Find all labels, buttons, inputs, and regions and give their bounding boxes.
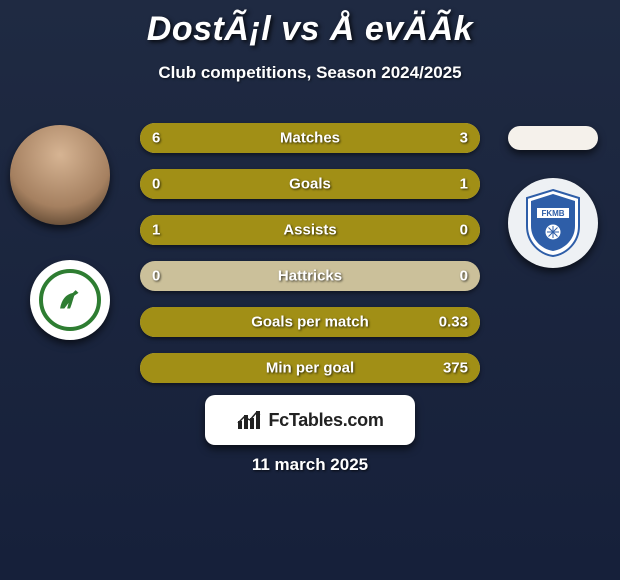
page-title: DostÃ¡l vs Å evÄÃ­k <box>0 0 620 49</box>
stat-row: Goals per match 0.33 <box>140 307 480 337</box>
kangaroo-icon <box>39 269 101 331</box>
chart-icon <box>236 409 262 431</box>
stat-label: Matches <box>280 130 340 147</box>
logo-text: FcTables.com <box>268 410 383 431</box>
stat-right-value: 3 <box>460 130 468 147</box>
svg-text:FKMB: FKMB <box>541 209 564 218</box>
stat-row: 0 Hattricks 0 <box>140 261 480 291</box>
stat-right-value: 375 <box>443 360 468 377</box>
comparison-infographic: DostÃ¡l vs Å evÄÃ­k Club competitions, S… <box>0 0 620 580</box>
stat-right-value: 1 <box>460 176 468 193</box>
stat-left-value: 1 <box>152 222 160 239</box>
stat-left-value: 0 <box>152 176 160 193</box>
shield-icon: FKMB <box>523 188 583 258</box>
stat-row: 6 Matches 3 <box>140 123 480 153</box>
stat-right-value: 0.33 <box>439 314 468 331</box>
stat-label: Goals <box>289 176 331 193</box>
footer-date: 11 march 2025 <box>0 455 620 475</box>
stat-right-value: 0 <box>460 268 468 285</box>
player-right-avatar <box>508 126 598 150</box>
player-left-avatar <box>10 125 110 225</box>
stat-label: Goals per match <box>251 314 369 331</box>
stat-label: Min per goal <box>266 360 354 377</box>
stat-left-value: 0 <box>152 268 160 285</box>
stat-row: 0 Goals 1 <box>140 169 480 199</box>
page-subtitle: Club competitions, Season 2024/2025 <box>0 63 620 83</box>
stat-left-value: 6 <box>152 130 160 147</box>
stat-label: Assists <box>283 222 336 239</box>
stat-right-value: 0 <box>460 222 468 239</box>
stat-label: Hattricks <box>278 268 342 285</box>
logo-pill: FcTables.com <box>205 395 415 445</box>
club-left-badge <box>30 260 110 340</box>
stat-row: Min per goal 375 <box>140 353 480 383</box>
stats-panel: 6 Matches 3 0 Goals 1 1 Assists 0 0 Hatt… <box>140 123 480 399</box>
stat-row: 1 Assists 0 <box>140 215 480 245</box>
club-right-badge: FKMB <box>508 178 598 268</box>
